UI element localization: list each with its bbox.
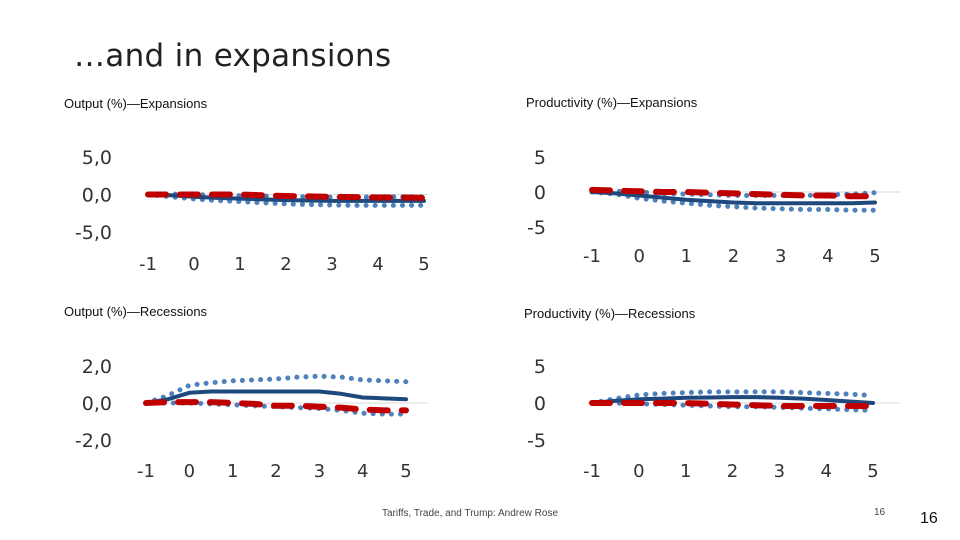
x-tick-label: 3 [775,246,786,267]
x-tick-label: -1 [583,246,601,267]
chart-title: Productivity (%)—Expansions [526,95,698,110]
x-tick-label: 1 [234,254,245,275]
x-tick-label: 1 [680,461,691,482]
x-tick-label: -1 [583,461,601,482]
chart-productivity-recessions: Productivity (%)—Recessions 5 0 -5 -1 0 1 2 3 4 5 [524,306,900,482]
x-tick-label: 1 [681,246,692,267]
chart-output-recessions: Output (%)—Recessions 2,0 0,0 -2,0 -1 0 1 2 3 4 5 [64,304,428,482]
series-line-comparison [143,399,409,414]
x-tick-label: 0 [184,461,195,482]
series-line-comparison [145,191,427,201]
series-line-comparison [589,400,876,409]
y-tick-label: -2,0 [75,430,112,452]
x-tick-label: 3 [326,254,337,275]
x-tick-label: 2 [270,461,281,482]
chart-title: Output (%)—Expansions [64,96,208,111]
x-tick-label: 1 [227,461,238,482]
footer-text: Tariffs, Trade, and Trump: Andrew Rose [382,508,559,519]
y-tick-label: -5 [527,430,546,452]
y-tick-label: 0 [534,182,546,204]
x-tick-label: 5 [869,246,880,267]
x-tick-label: -1 [137,461,155,482]
series-line-lower-band [589,189,878,213]
y-tick-label: 0 [534,393,546,415]
x-tick-label: 0 [633,246,644,267]
x-tick-label: 4 [372,254,383,275]
x-tick-label: 4 [357,461,368,482]
series-line-estimate [590,395,875,405]
x-tick-label: 2 [727,461,738,482]
series-line-upper-band [589,389,876,406]
y-tick-label: 5 [534,356,546,378]
x-tick-label: 5 [418,254,429,275]
y-tick-label: 0,0 [82,185,112,207]
chart-productivity-expansions: Productivity (%)—Expansions 5 0 -5 -1 0 1 2 3 4 5 [526,95,900,267]
x-tick-label: 0 [633,461,644,482]
series-line-estimate [590,190,877,206]
page-number: 16 [920,510,938,527]
y-tick-label: -5 [527,217,546,239]
y-tick-label: 5 [534,147,546,169]
slide-title: …and in expansions [74,38,392,74]
series-line-estimate [144,389,408,405]
chart-title: Output (%)—Recessions [64,304,208,319]
x-tick-label: 2 [728,246,739,267]
x-tick-label: 5 [867,461,878,482]
y-tick-label: 5,0 [82,147,112,169]
y-tick-label: -5,0 [75,222,112,244]
x-tick-label: 4 [822,246,833,267]
chart-output-expansions: Output (%)—Expansions 5,0 0,0 -5,0 -1 0 1 2 3 4 5 [64,96,430,275]
y-tick-label: 2,0 [82,356,112,378]
x-tick-label: 2 [280,254,291,275]
series-line-lower-band [145,192,427,208]
x-tick-label: 0 [188,254,199,275]
x-tick-label: -1 [139,254,157,275]
y-tick-label: 0,0 [82,393,112,415]
x-tick-label: 3 [314,461,325,482]
x-tick-label: 5 [400,461,411,482]
x-tick-label: 3 [774,461,785,482]
series-line-upper-band [143,373,409,406]
x-tick-label: 4 [820,461,831,482]
chart-title: Productivity (%)—Recessions [524,306,696,321]
series-line-comparison [589,186,878,200]
page-number-small: 16 [874,507,886,518]
